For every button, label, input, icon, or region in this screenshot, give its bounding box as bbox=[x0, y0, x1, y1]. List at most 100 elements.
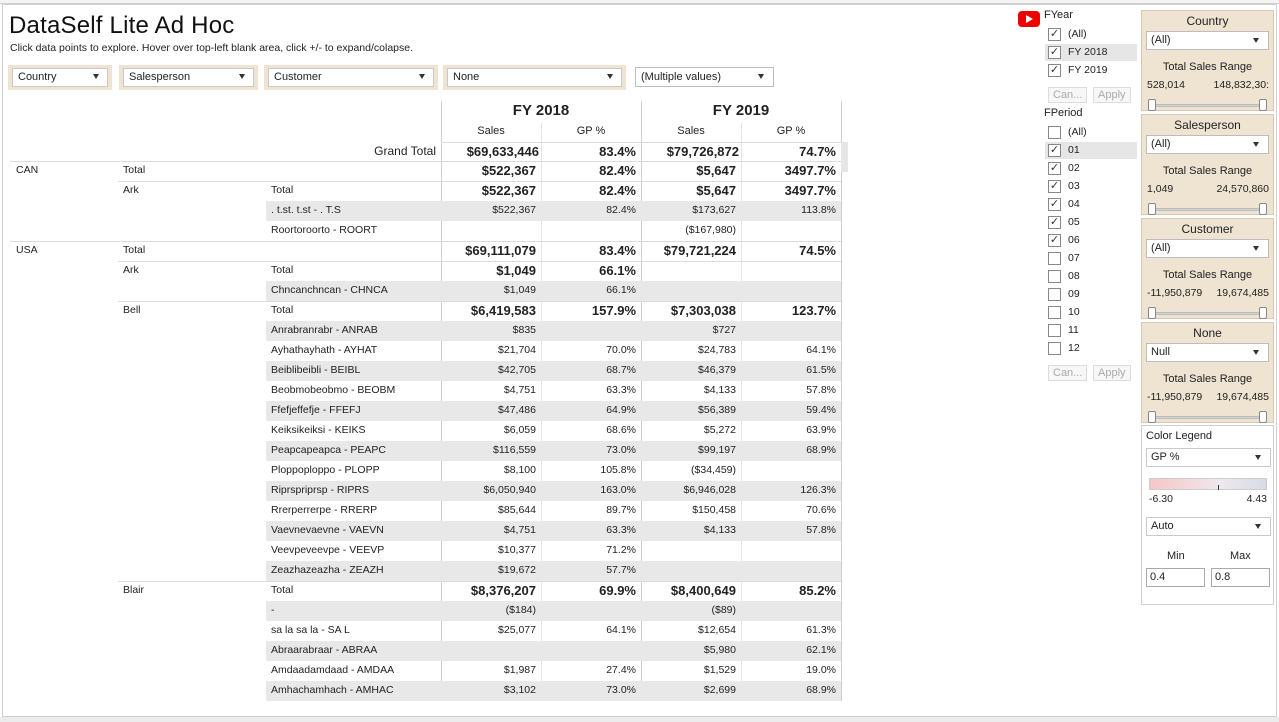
fyear-apply-button[interactable]: Apply bbox=[1093, 87, 1131, 103]
fperiod-option-07[interactable]: 07 bbox=[1045, 250, 1137, 267]
sales-2018-cell[interactable]: $42,705 bbox=[498, 364, 536, 376]
sales-2019-cell[interactable]: $24,783 bbox=[698, 344, 736, 356]
year-header-2019[interactable]: FY 2019 bbox=[712, 102, 770, 119]
slider-max-handle[interactable] bbox=[1259, 203, 1267, 215]
grand-total-sales-2019[interactable]: $79,726,872 bbox=[666, 144, 739, 159]
gp-2019-cell[interactable]: 57.8% bbox=[806, 384, 836, 396]
salesperson-panel-dropdown[interactable]: (All) bbox=[1146, 135, 1269, 154]
slider-max-handle[interactable] bbox=[1259, 99, 1267, 111]
salesperson-range-slider[interactable] bbox=[1148, 203, 1267, 215]
salesperson-dropdown[interactable]: Salesperson bbox=[123, 68, 254, 87]
gp-col-header[interactable]: GP % bbox=[576, 125, 606, 137]
checkbox-icon[interactable] bbox=[1048, 270, 1061, 283]
gp-2019-cell[interactable]: 57.8% bbox=[806, 524, 836, 536]
legend-measure-dropdown[interactable]: GP % bbox=[1146, 448, 1271, 467]
none-dropdown[interactable]: None bbox=[447, 68, 622, 87]
slider-min-handle[interactable] bbox=[1148, 411, 1156, 423]
gp-2019-cell[interactable]: 3497.7% bbox=[784, 163, 836, 178]
fperiod-option-06[interactable]: ✓ 06 bbox=[1045, 232, 1137, 249]
gp-2018-cell[interactable]: 73.0% bbox=[606, 684, 636, 696]
slider-min-handle[interactable] bbox=[1148, 99, 1156, 111]
checkbox-icon[interactable] bbox=[1048, 252, 1061, 265]
sales-2018-cell[interactable]: $8,376,207 bbox=[470, 583, 536, 598]
gp-2019-cell[interactable]: 74.5% bbox=[799, 243, 836, 258]
sales-2018-cell[interactable]: $25,077 bbox=[498, 624, 536, 636]
gp-2018-cell[interactable]: 64.1% bbox=[606, 624, 636, 636]
sales-2018-cell[interactable]: ($184) bbox=[505, 604, 536, 616]
slider-max-handle[interactable] bbox=[1259, 307, 1267, 319]
sales-2018-cell[interactable]: $85,644 bbox=[498, 504, 536, 516]
country-range-slider[interactable] bbox=[1148, 99, 1267, 111]
sales-col-header[interactable]: Sales bbox=[477, 125, 505, 137]
gp-2018-cell[interactable]: 66.1% bbox=[606, 284, 636, 296]
fperiod-option--all-[interactable]: (All) bbox=[1045, 124, 1137, 141]
gp-2018-cell[interactable]: 64.9% bbox=[606, 404, 636, 416]
country-dropdown[interactable]: Country bbox=[12, 68, 108, 87]
sales-2019-cell[interactable]: $4,133 bbox=[703, 384, 736, 396]
sales-2018-cell[interactable]: $522,367 bbox=[481, 183, 536, 198]
country-panel-dropdown[interactable]: (All) bbox=[1146, 31, 1269, 50]
sales-2018-cell[interactable]: $47,486 bbox=[498, 404, 536, 416]
checkbox-icon[interactable]: ✓ bbox=[1048, 28, 1061, 41]
sales-2018-cell[interactable]: $4,751 bbox=[503, 524, 536, 536]
fperiod-option-05[interactable]: ✓ 05 bbox=[1045, 214, 1137, 231]
gp-2018-cell[interactable]: 105.8% bbox=[600, 464, 636, 476]
checkbox-icon[interactable]: ✓ bbox=[1048, 64, 1061, 77]
none-range-slider[interactable] bbox=[1148, 411, 1267, 423]
fperiod-option-01[interactable]: ✓ 01 bbox=[1045, 142, 1137, 159]
sales-2019-cell[interactable]: ($34,459) bbox=[691, 464, 736, 476]
sales-2018-cell[interactable]: $522,367 bbox=[492, 204, 536, 216]
gp-2018-cell[interactable]: 68.7% bbox=[606, 364, 636, 376]
gp-2018-cell[interactable]: 89.7% bbox=[606, 504, 636, 516]
checkbox-icon[interactable]: ✓ bbox=[1048, 144, 1061, 157]
gp-2018-cell[interactable]: 71.2% bbox=[606, 544, 636, 556]
gp-2019-cell[interactable]: 62.1% bbox=[806, 644, 836, 656]
fyear-option-fy-2019[interactable]: ✓ FY 2019 bbox=[1045, 62, 1137, 79]
grand-total-gp-2019[interactable]: 74.7% bbox=[799, 144, 836, 159]
sales-2018-cell[interactable]: $1,987 bbox=[503, 664, 536, 676]
gp-2019-cell[interactable]: 113.8% bbox=[801, 204, 836, 216]
gp-2018-cell[interactable]: 73.0% bbox=[606, 444, 636, 456]
sales-2019-cell[interactable]: $1,529 bbox=[703, 664, 736, 676]
gp-2018-cell[interactable]: 68.6% bbox=[606, 424, 636, 436]
fperiod-option-10[interactable]: 10 bbox=[1045, 304, 1137, 321]
sales-2019-cell[interactable]: $12,654 bbox=[698, 624, 736, 636]
sales-2019-cell[interactable]: $2,699 bbox=[703, 684, 736, 696]
sales-2018-cell[interactable]: $4,751 bbox=[503, 384, 536, 396]
legend-mode-dropdown[interactable]: Auto bbox=[1146, 517, 1271, 536]
sales-2018-cell[interactable]: $8,100 bbox=[503, 464, 536, 476]
scrollbar-thumb[interactable] bbox=[841, 142, 848, 172]
sales-2019-cell[interactable]: ($89) bbox=[711, 604, 736, 616]
gp-2019-cell[interactable]: 3497.7% bbox=[784, 183, 836, 198]
checkbox-icon[interactable] bbox=[1048, 324, 1061, 337]
checkbox-icon[interactable]: ✓ bbox=[1048, 234, 1061, 247]
sales-2018-cell[interactable]: $6,059 bbox=[503, 424, 536, 436]
gp-2019-cell[interactable]: 59.4% bbox=[806, 404, 836, 416]
gp-2018-cell[interactable]: 63.3% bbox=[606, 524, 636, 536]
gp-2018-cell[interactable]: 27.4% bbox=[606, 664, 636, 676]
sales-2019-cell[interactable]: $8,400,649 bbox=[670, 583, 736, 598]
checkbox-icon[interactable]: ✓ bbox=[1048, 198, 1061, 211]
checkbox-icon[interactable] bbox=[1048, 288, 1061, 301]
gp-2018-cell[interactable]: 69.9% bbox=[599, 583, 636, 598]
slider-max-handle[interactable] bbox=[1259, 411, 1267, 423]
sales-2019-cell[interactable]: $46,379 bbox=[698, 364, 736, 376]
checkbox-icon[interactable] bbox=[1048, 342, 1061, 355]
sales-2018-cell[interactable]: $1,049 bbox=[496, 263, 536, 278]
sales-2018-cell[interactable]: $1,049 bbox=[503, 284, 536, 296]
sales-2019-cell[interactable]: $99,197 bbox=[698, 444, 736, 456]
sales-2018-cell[interactable]: $10,377 bbox=[498, 544, 536, 556]
sales-2019-cell[interactable]: $5,647 bbox=[696, 183, 736, 198]
sales-2019-cell[interactable]: $79,721,224 bbox=[663, 243, 736, 258]
measure-dropdown[interactable]: (Multiple values) bbox=[635, 67, 774, 87]
gp-2019-cell[interactable]: 63.9% bbox=[806, 424, 836, 436]
sales-2019-cell[interactable]: $5,980 bbox=[703, 644, 736, 656]
fyear-option-fy-2018[interactable]: ✓ FY 2018 bbox=[1045, 44, 1137, 61]
gp-2019-cell[interactable]: 61.3% bbox=[806, 624, 836, 636]
gp-2019-cell[interactable]: 61.5% bbox=[806, 364, 836, 376]
sales-2019-cell[interactable]: $5,647 bbox=[696, 163, 736, 178]
fperiod-option-08[interactable]: 08 bbox=[1045, 268, 1137, 285]
sales-2018-cell[interactable]: $522,367 bbox=[481, 163, 536, 178]
none-panel-dropdown[interactable]: Null bbox=[1146, 343, 1269, 362]
sales-2019-cell[interactable]: $4,133 bbox=[703, 524, 736, 536]
